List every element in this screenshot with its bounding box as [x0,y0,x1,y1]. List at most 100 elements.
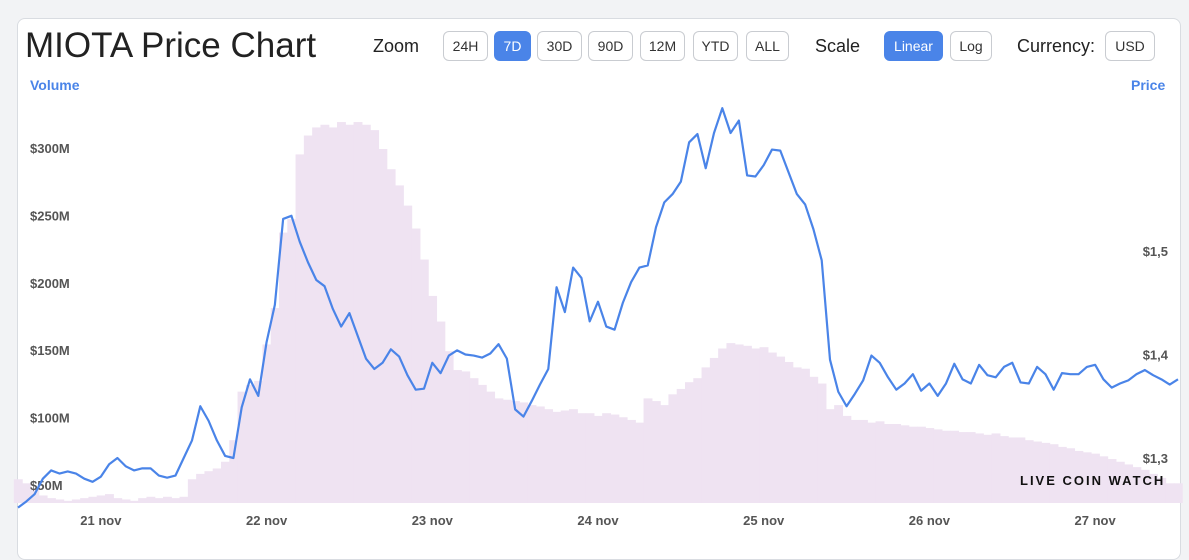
volume-tick-label: $300M [30,141,70,156]
volume-bar [751,348,761,503]
volume-bar [834,405,844,503]
volume-bar [138,498,148,503]
volume-bar [378,149,388,503]
currency-select[interactable]: USD [1105,31,1155,61]
volume-bar [370,130,380,503]
volume-bar [975,433,984,503]
volume-bar [154,498,164,503]
zoom-option-all[interactable]: ALL [746,31,789,61]
volume-bar [651,401,661,503]
page-title: MIOTA Price Chart [25,26,317,65]
volume-bar [544,409,554,503]
volume-bar [809,376,819,503]
volume-bar [668,394,678,503]
volume-bar [585,413,595,503]
volume-bar [519,402,529,503]
volume-bar [552,411,562,503]
volume-bar [179,496,189,503]
volume-bar [80,498,90,503]
volume-bar [245,384,255,503]
date-tick-label: 21 nov [80,513,122,528]
volume-bar [1157,477,1167,503]
volume-bar [229,440,239,503]
volume-bar [494,398,504,503]
volume-bar [966,432,976,503]
price-tick-label: $1,3 [1143,451,1168,466]
zoom-option-ytd[interactable]: YTD [693,31,738,61]
zoom-option-90d[interactable]: 90D [588,31,633,61]
date-tick-label: 24 nov [577,513,619,528]
volume-bar [13,479,23,503]
volume-bar [1115,461,1125,503]
volume-bar [436,321,446,503]
volume-bar [63,500,73,503]
zoom-label: Zoom [373,36,420,56]
date-tick-label: 25 nov [743,513,785,528]
volume-bar [759,347,769,503]
volume-bar [1066,448,1076,503]
volume-bar [660,405,670,503]
volume-bar [502,399,512,503]
volume-bar [685,382,694,503]
volume-bar [825,409,835,503]
volume-bar [1132,467,1142,503]
volume-area-layer [13,122,1183,504]
date-tick-label: 23 nov [412,513,454,528]
zoom-option-7d[interactable]: 7D [494,31,531,61]
volume-bar [1024,440,1034,503]
volume-bar [121,499,131,503]
scale-label: Scale [815,36,861,56]
volume-bar [254,380,264,503]
volume-bar [767,352,777,503]
volume-bar [171,498,181,503]
zoom-option-24h[interactable]: 24H [443,31,488,61]
volume-bar [1008,437,1018,503]
volume-tick-label: $200M [30,276,70,291]
volume-bar [817,383,827,503]
scale-option-linear[interactable]: Linear [884,31,943,61]
zoom-option-12m[interactable]: 12M [640,31,685,61]
date-tick-label: 26 nov [909,513,951,528]
volume-bar [726,343,736,503]
volume-bar [535,406,545,503]
volume-bar [477,384,487,503]
volume-bar [593,415,603,503]
volume-bar [511,401,520,503]
volume-bar [701,367,711,503]
volume-bar [842,415,852,503]
volume-bar [991,433,1001,503]
scale-option-log[interactable]: Log [950,31,992,61]
volume-bar [105,494,114,503]
zoom-option-30d[interactable]: 30D [537,31,582,61]
volume-bar [610,414,620,503]
date-tick-label: 22 nov [246,513,288,528]
volume-bar [444,351,454,503]
volume-bar [146,496,156,503]
volume-bar [328,127,338,504]
volume-bar [287,219,297,503]
volume-bar [196,473,206,503]
volume-bar [262,344,272,503]
volume-bar [1173,483,1183,503]
volume-bar [486,391,496,503]
volume-bar [602,413,612,503]
volume-bar [395,185,404,503]
volume-bar [22,483,32,503]
volume-bar [204,471,214,503]
volume-bar [676,388,686,503]
volume-bar [1041,442,1051,503]
volume-bar [411,228,421,503]
volume-bar [428,295,438,503]
volume-bar [950,430,960,503]
volume-bar [892,423,902,503]
volume-bar [917,426,926,503]
volume-bar [743,345,752,503]
volume-bar [983,434,993,503]
volume-bar [1074,450,1084,503]
volume-bar [320,124,330,504]
volume-bar [55,499,65,503]
volume-bar [933,429,943,503]
date-tick-label: 27 nov [1075,513,1117,528]
volume-bar [1033,441,1042,503]
